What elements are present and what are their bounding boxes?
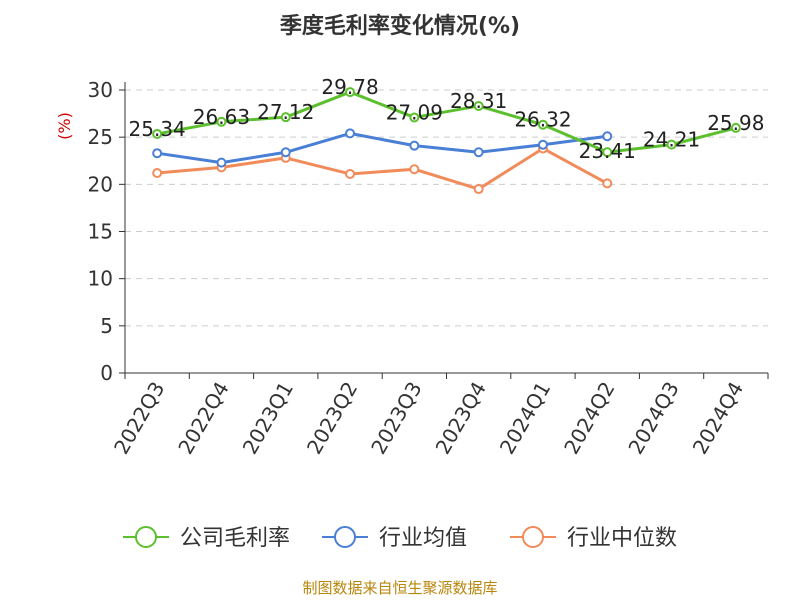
series-line [157,146,608,191]
data-label: 26.63 [193,105,250,129]
y-tick-label: 5 [100,314,113,338]
data-point[interactable] [666,139,677,150]
x-tick-label: 2023Q4 [431,378,491,459]
x-tick-label: 2024Q3 [623,378,683,459]
data-point[interactable] [473,184,484,195]
data-point[interactable] [216,116,227,127]
x-tick-label: 2024Q1 [495,378,555,459]
legend-swatch-marker [135,526,157,548]
data-label: 25.98 [707,111,764,135]
data-point[interactable] [409,112,420,123]
data-label: 23.41 [579,139,636,163]
data-point[interactable] [152,168,163,179]
y-tick-label: 15 [88,220,113,244]
chart-title: 季度毛利率变化情况(%) [280,13,520,39]
data-point[interactable] [537,119,548,130]
data-label: 25.34 [129,117,186,141]
data-point[interactable] [602,147,613,158]
legend-label[interactable]: 行业中位数 [567,526,677,551]
legend-label[interactable]: 公司毛利率 [180,526,290,551]
x-tick-label: 2024Q4 [688,378,748,459]
data-label: 27.12 [257,100,314,124]
data-point[interactable] [216,157,227,168]
y-tick-label: 25 [88,125,113,149]
source-note: 制图数据来自恒生聚源数据库 [302,579,497,597]
data-point[interactable] [602,131,613,142]
data-point[interactable] [280,112,291,123]
legend-swatch-marker [522,526,544,548]
legend[interactable]: 公司毛利率 行业均值 行业中位数 [123,526,677,551]
y-tick-label: 30 [88,78,113,102]
series-line [156,131,608,165]
legend-swatch-marker [334,526,356,548]
data-label: 29.78 [321,75,378,99]
x-tick-label: 2024Q2 [559,378,619,459]
series-layer [152,87,741,195]
data-point[interactable] [537,139,548,150]
data-label: 28.31 [450,89,507,113]
data-point[interactable] [409,140,420,151]
data-point[interactable] [409,164,420,175]
x-tick-label: 2023Q2 [302,378,362,459]
y-tick-label: 10 [88,267,113,291]
data-point[interactable] [730,122,741,133]
legend-label[interactable]: 行业均值 [379,526,467,551]
data-labels: 25.34 26.63 27.12 29.78 27.09 28.31 26.32 23.41… [129,75,765,163]
data-point[interactable] [280,147,291,158]
series-line [156,90,737,154]
x-tick-label: 2023Q3 [366,378,426,459]
data-point[interactable] [345,87,356,98]
grid [125,89,768,327]
data-point[interactable] [345,128,356,139]
data-point[interactable] [473,100,484,111]
data-label: 24.21 [643,128,700,152]
data-point[interactable] [152,148,163,159]
data-point[interactable] [473,147,484,158]
y-tick-label: 0 [100,361,113,385]
data-point[interactable] [602,178,613,189]
x-tick-label: 2022Q3 [109,378,169,459]
data-label: 26.32 [514,108,571,132]
y-tick-label: 20 [88,172,113,196]
x-tick-label: 2023Q1 [238,378,298,459]
data-label: 27.09 [386,100,443,124]
data-point[interactable] [152,128,163,139]
data-point[interactable] [345,168,356,179]
y-axis-label: (%) [55,112,74,140]
x-tick-label: 2022Q4 [173,378,233,459]
